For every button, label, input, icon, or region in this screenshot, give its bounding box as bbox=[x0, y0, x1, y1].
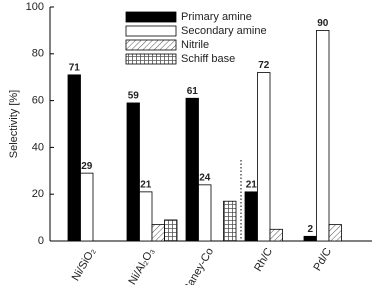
bar bbox=[151, 224, 165, 242]
y-tick-label: 40 bbox=[32, 141, 44, 153]
legend-swatch bbox=[125, 39, 177, 51]
bar bbox=[198, 184, 212, 242]
value-label: 72 bbox=[258, 60, 270, 71]
y-tick-label: 0 bbox=[38, 235, 44, 247]
bar bbox=[257, 72, 271, 242]
y-tick-label: 100 bbox=[26, 1, 44, 13]
legend-swatch bbox=[125, 25, 177, 37]
legend-label: Secondary amine bbox=[181, 25, 267, 37]
x-tick-label: Ni/SiO₂ bbox=[70, 246, 98, 283]
legend-label: Schiff base bbox=[181, 53, 235, 65]
y-tick-label: 80 bbox=[32, 48, 44, 60]
y-axis-label: Selectivity [%] bbox=[8, 90, 20, 158]
bar bbox=[139, 191, 153, 242]
bar bbox=[185, 97, 199, 242]
value-label: 59 bbox=[128, 91, 140, 102]
bar bbox=[164, 219, 178, 242]
legend-label: Nitrile bbox=[181, 39, 209, 51]
y-tick-label: 20 bbox=[32, 188, 44, 200]
value-label: 90 bbox=[317, 18, 329, 29]
y-tick-label: 60 bbox=[32, 95, 44, 107]
bar bbox=[328, 224, 342, 242]
bar bbox=[126, 102, 140, 242]
bar bbox=[223, 200, 237, 242]
value-label: 21 bbox=[140, 180, 152, 191]
bar bbox=[269, 228, 283, 242]
legend-label: Primary amine bbox=[181, 11, 252, 23]
value-label: 21 bbox=[246, 180, 258, 191]
bar bbox=[67, 74, 81, 242]
bar bbox=[303, 235, 317, 242]
bar bbox=[80, 172, 94, 242]
legend-swatch bbox=[125, 53, 177, 65]
value-label: 71 bbox=[69, 63, 81, 74]
x-tick-label: Pd/C bbox=[311, 246, 334, 273]
value-label: 29 bbox=[81, 161, 93, 172]
value-label: 61 bbox=[187, 86, 199, 97]
value-label: 24 bbox=[199, 172, 211, 183]
legend-swatch bbox=[125, 11, 177, 23]
x-tick-label: Rh/C bbox=[252, 246, 275, 274]
value-label: 2 bbox=[307, 224, 313, 235]
bar bbox=[244, 191, 258, 242]
x-tick-label: Raney-Co bbox=[181, 246, 216, 285]
bar bbox=[316, 29, 330, 242]
x-tick-label: Ni/Al₂O₃ bbox=[126, 246, 157, 285]
